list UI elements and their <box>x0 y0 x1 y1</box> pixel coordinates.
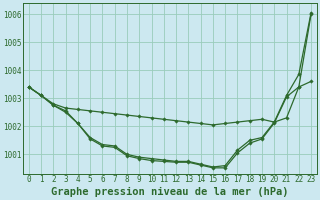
X-axis label: Graphe pression niveau de la mer (hPa): Graphe pression niveau de la mer (hPa) <box>51 187 289 197</box>
